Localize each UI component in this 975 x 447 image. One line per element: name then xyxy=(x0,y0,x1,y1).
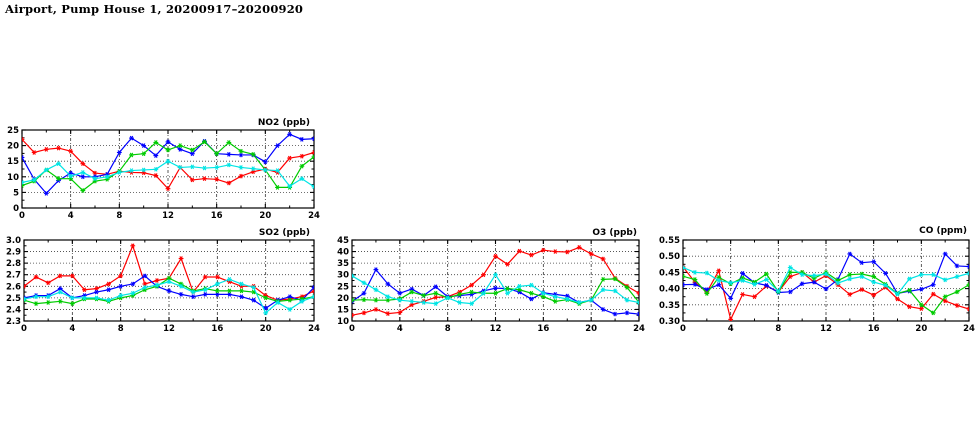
chart-panel-o3: O3 (ppb) 10 15 20 25 30 35 40 45 0 4 8 12 16 20 24 xyxy=(330,228,645,343)
svg-text:4: 4 xyxy=(397,324,403,334)
svg-text:25: 25 xyxy=(337,282,349,292)
svg-text:8: 8 xyxy=(775,324,781,334)
svg-text:10: 10 xyxy=(7,173,19,183)
svg-text:35: 35 xyxy=(337,259,349,269)
svg-text:20: 20 xyxy=(915,324,927,334)
svg-text:2.6: 2.6 xyxy=(6,282,21,292)
svg-text:16: 16 xyxy=(868,324,880,334)
panel-title-no2: NO2 (ppb) xyxy=(257,118,310,128)
svg-text:12: 12 xyxy=(820,324,832,334)
panel-title-co: CO (ppm) xyxy=(919,226,967,236)
plot-area-co: 0.30 0.35 0.40 0.45 0.50 0.55 0 4 8 12 16 20 24 xyxy=(659,236,975,334)
page-title: Airport, Pump House 1, 20200917–20200920 xyxy=(5,2,304,16)
svg-text:3.0: 3.0 xyxy=(6,236,21,246)
svg-text:30: 30 xyxy=(337,271,349,281)
svg-text:16: 16 xyxy=(537,324,549,334)
svg-text:0: 0 xyxy=(19,211,25,221)
svg-text:10: 10 xyxy=(337,317,349,327)
svg-text:15: 15 xyxy=(7,157,19,167)
svg-text:2.8: 2.8 xyxy=(6,259,21,269)
svg-text:20: 20 xyxy=(7,142,19,152)
svg-text:2.9: 2.9 xyxy=(6,248,21,258)
svg-text:2.3: 2.3 xyxy=(6,317,21,327)
plot-area-no2: 0 5 10 15 20 25 0 4 8 12 16 20 24 xyxy=(7,126,320,221)
svg-text:8: 8 xyxy=(116,211,122,221)
svg-text:12: 12 xyxy=(490,324,502,334)
svg-text:0.55: 0.55 xyxy=(659,236,680,246)
svg-text:4: 4 xyxy=(728,324,734,334)
panel-title-o3: O3 (ppb) xyxy=(592,228,637,238)
chart-panel-co: CO (ppm) 0.30 0.35 0.40 0.45 0.50 0.55 0 4 8 12 16… xyxy=(655,226,975,343)
svg-text:24: 24 xyxy=(963,324,975,334)
svg-text:0.35: 0.35 xyxy=(659,301,680,311)
svg-text:0: 0 xyxy=(680,324,686,334)
svg-text:5: 5 xyxy=(13,188,19,198)
svg-text:2.5: 2.5 xyxy=(6,294,21,304)
panel-title-so2: SO2 (ppb) xyxy=(258,228,310,238)
svg-text:0.45: 0.45 xyxy=(659,268,680,278)
svg-text:0.30: 0.30 xyxy=(659,317,680,327)
svg-text:4: 4 xyxy=(68,211,74,221)
svg-text:25: 25 xyxy=(7,126,19,136)
svg-text:40: 40 xyxy=(337,248,349,258)
svg-text:24: 24 xyxy=(308,211,320,221)
svg-text:12: 12 xyxy=(162,211,174,221)
svg-text:2.7: 2.7 xyxy=(6,271,21,281)
svg-text:45: 45 xyxy=(337,236,349,246)
chart-panel-no2: NO2 (ppb) 0 5 10 15 20 25 0 4 8 12 16 20 24 xyxy=(0,118,320,228)
svg-text:8: 8 xyxy=(118,324,124,334)
svg-text:20: 20 xyxy=(337,294,349,304)
chart-panel-so2: SO2 (ppb) 2.3 2.4 2.5 2.6 2.7 2.8 2.9 3.0 0 4 8 12 1… xyxy=(0,228,320,343)
svg-text:24: 24 xyxy=(633,324,645,334)
svg-text:15: 15 xyxy=(337,305,349,315)
svg-text:16: 16 xyxy=(211,211,223,221)
svg-text:4: 4 xyxy=(69,324,75,334)
svg-text:20: 20 xyxy=(585,324,597,334)
svg-text:0.40: 0.40 xyxy=(659,285,680,295)
svg-text:0: 0 xyxy=(349,324,355,334)
svg-text:0: 0 xyxy=(13,204,19,214)
svg-text:20: 20 xyxy=(259,211,271,221)
svg-text:8: 8 xyxy=(445,324,451,334)
svg-text:0.50: 0.50 xyxy=(659,252,680,262)
svg-text:20: 20 xyxy=(260,324,272,334)
svg-text:0: 0 xyxy=(21,324,27,334)
svg-text:12: 12 xyxy=(163,324,175,334)
svg-text:16: 16 xyxy=(211,324,223,334)
svg-text:24: 24 xyxy=(308,324,320,334)
plot-area-so2: 2.3 2.42.5 2.62.7 2.82.9 3.0 0 4 8 12 16 20 24 xyxy=(6,236,320,334)
svg-text:2.4: 2.4 xyxy=(6,305,21,315)
